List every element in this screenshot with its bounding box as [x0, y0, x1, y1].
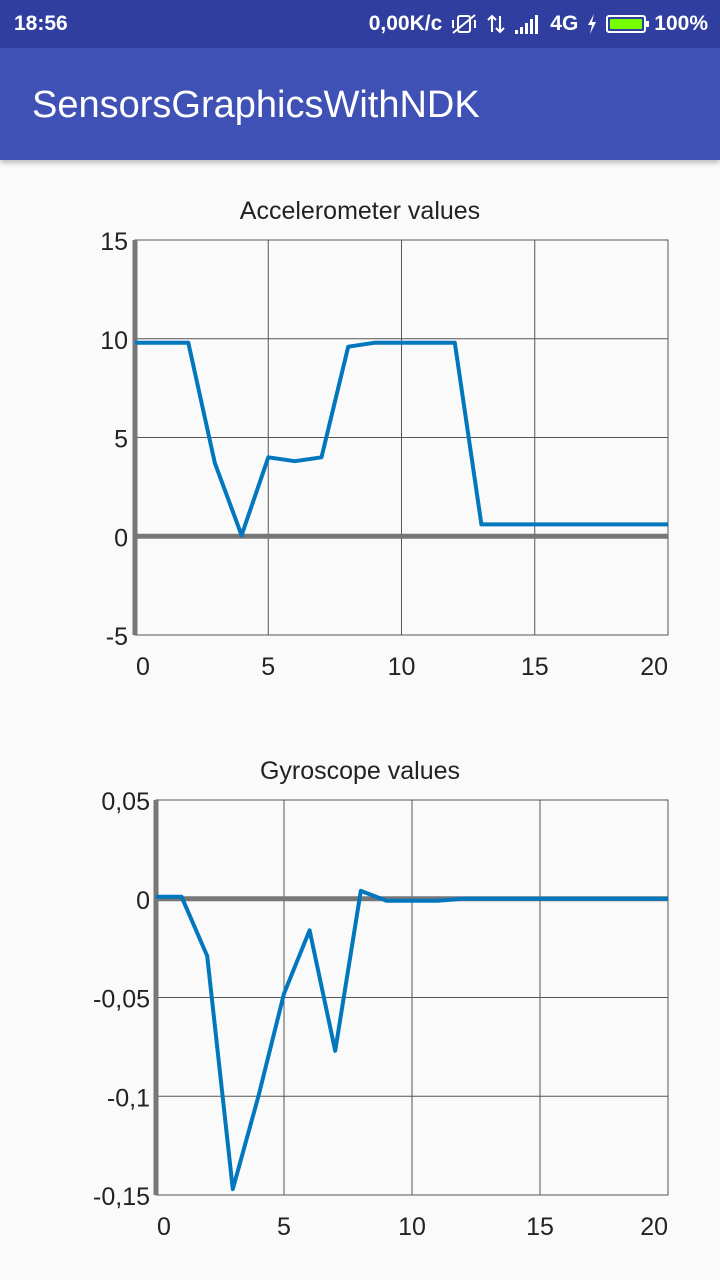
- x-tick-label: 20: [640, 1213, 668, 1241]
- y-tick-label: -0,15: [93, 1183, 150, 1211]
- network-speed: 0,00K/c: [368, 12, 443, 35]
- x-tick-label: 0: [136, 653, 150, 681]
- status-right-group: 0,00K/c 4G: [369, 12, 708, 36]
- x-tick-label: 15: [526, 1213, 554, 1241]
- battery-icon: [606, 15, 650, 33]
- battery-level: 100%: [654, 12, 708, 35]
- y-tick-label: 15: [100, 228, 128, 256]
- x-tick-label: 5: [261, 653, 275, 681]
- app-bar: SensorsGraphicsWithNDK: [0, 48, 720, 160]
- chart-title: Accelerometer values: [239, 197, 481, 225]
- gyroscope-chart: Gyroscope values 0 5 10 15 20 -0,15 -0,1 -0,05 0…: [0, 750, 720, 1250]
- vibrate-off-icon: [450, 12, 478, 36]
- charging-icon: [586, 13, 598, 35]
- x-tick-label: 10: [388, 653, 416, 681]
- chart-title: Gyroscope values: [259, 757, 461, 785]
- y-tick-label: -0,1: [107, 1084, 150, 1112]
- y-tick-label: 5: [114, 426, 128, 454]
- y-tick-label: 10: [100, 327, 128, 355]
- gyroscope-plot: 0 5 10 15 20 -0,15 -0,1 -0,05 0 0,05: [93, 788, 669, 1241]
- data-transfer-icon: [486, 12, 506, 36]
- app-title: SensorsGraphicsWithNDK: [32, 84, 480, 126]
- status-bar: 18:56 0,00K/c 4G: [0, 0, 720, 48]
- network-type: 4G: [550, 12, 579, 35]
- status-time: 18:56: [14, 12, 68, 35]
- y-tick-label: 0: [114, 524, 128, 552]
- y-tick-label: 0: [136, 887, 150, 915]
- x-tick-label: 10: [398, 1213, 426, 1241]
- x-tick-label: 20: [640, 653, 668, 681]
- y-tick-label: -5: [106, 623, 128, 651]
- series-line: [156, 888, 668, 1192]
- x-tick-label: 0: [157, 1213, 171, 1241]
- signal-icon: [514, 13, 542, 35]
- x-tick-label: 5: [277, 1213, 291, 1241]
- accelerometer-plot: 0 5 10 15 20 -5 0 5 10 15: [100, 228, 669, 681]
- accelerometer-chart: Accelerometer values 0 5 10 15 20 -5 0 5 10 15: [0, 190, 720, 690]
- y-tick-label: 0,05: [101, 788, 150, 816]
- y-tick-label: -0,05: [93, 986, 150, 1014]
- series-line: [135, 340, 668, 538]
- x-tick-label: 15: [521, 653, 549, 681]
